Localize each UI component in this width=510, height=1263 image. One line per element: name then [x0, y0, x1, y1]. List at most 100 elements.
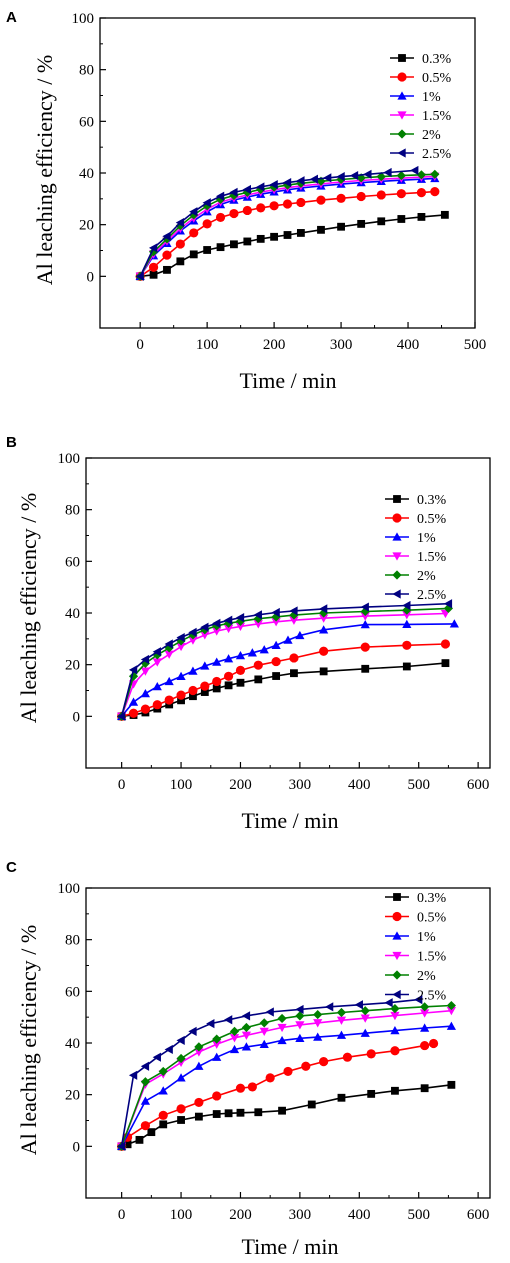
data-point [296, 229, 305, 237]
data-point [390, 1011, 400, 1021]
data-point [319, 1057, 329, 1067]
data-point [235, 622, 246, 632]
data-point [194, 1112, 203, 1121]
data-point [360, 612, 370, 621]
data-point [336, 172, 345, 182]
data-point [295, 1021, 305, 1030]
data-point [243, 237, 252, 246]
data-point [189, 250, 198, 259]
x-tick-label: 300 [289, 1207, 312, 1223]
data-point [200, 625, 210, 635]
data-point [148, 262, 159, 272]
data-point [241, 1022, 252, 1033]
data-point [309, 174, 318, 184]
data-point [289, 610, 299, 620]
data-point [316, 195, 326, 205]
data-point [212, 657, 222, 666]
data-point [189, 228, 199, 238]
data-point [278, 1106, 286, 1115]
y-tick-label: 0 [73, 1139, 81, 1155]
legend-label: 1.5% [417, 550, 447, 565]
data-point [235, 1083, 246, 1093]
x-tick-label: 0 [118, 1207, 126, 1223]
data-point [296, 178, 306, 188]
data-point [140, 667, 151, 676]
data-point [149, 270, 158, 279]
legend-entry: 0.5% [385, 512, 447, 527]
series-0-5pct [117, 1038, 439, 1151]
series-1pct [117, 1021, 456, 1151]
legend-entry: 2% [385, 569, 436, 584]
data-point [283, 1066, 293, 1077]
x-tick-label: 400 [348, 777, 371, 793]
data-point [319, 614, 329, 623]
legend-label: 0.5% [422, 71, 452, 86]
x-axis-title: Time / min [242, 808, 339, 833]
data-point [383, 167, 392, 178]
data-point [235, 665, 246, 675]
legend-marker [397, 148, 406, 158]
legend-entry: 2% [390, 128, 441, 143]
legend-label: 0.3% [417, 891, 447, 906]
y-tick-label: 100 [72, 11, 95, 27]
data-point [259, 1027, 269, 1036]
data-point [449, 619, 459, 628]
legend-entry: 2.5% [390, 147, 452, 162]
data-point [447, 1080, 456, 1089]
data-point [271, 640, 281, 649]
data-point [360, 1028, 370, 1037]
data-point [377, 217, 386, 226]
data-point [254, 1108, 263, 1117]
data-point [236, 678, 245, 687]
data-point [391, 1086, 399, 1095]
y-tick-label: 80 [79, 63, 94, 79]
data-point [194, 1048, 204, 1057]
data-point [224, 1109, 233, 1118]
data-point [420, 1023, 430, 1032]
series-0-3pct [117, 659, 450, 721]
data-point [229, 1034, 240, 1043]
data-point [360, 602, 369, 612]
data-point [194, 1042, 204, 1052]
data-point [212, 684, 221, 693]
x-tick-label: 500 [407, 777, 430, 793]
data-point [164, 676, 174, 686]
data-point [366, 1049, 376, 1059]
data-point [430, 169, 440, 179]
data-point [397, 215, 406, 223]
legend-marker [392, 532, 402, 541]
data-point [176, 690, 186, 700]
data-point [337, 1093, 346, 1102]
legend-entry: 0.3% [385, 493, 447, 508]
legend-marker [397, 111, 407, 120]
data-point [376, 190, 386, 200]
data-point [319, 646, 329, 656]
data-point [236, 1108, 245, 1117]
legend-marker [398, 54, 406, 62]
data-point [176, 1104, 186, 1114]
legend-entry: 2.5% [385, 588, 447, 603]
data-point [295, 1011, 305, 1021]
x-axis-title: Time / min [242, 1234, 339, 1259]
data-point [296, 176, 305, 186]
data-point [259, 1039, 269, 1048]
data-point [396, 170, 406, 181]
data-point [164, 695, 174, 705]
data-point [282, 177, 292, 188]
series-1-5pct [117, 1007, 456, 1151]
data-point [349, 170, 359, 181]
data-point [253, 620, 263, 629]
data-point [162, 231, 171, 241]
data-point [152, 1052, 161, 1062]
data-point [212, 676, 222, 687]
legend-entry: 1% [390, 90, 441, 105]
data-point [212, 627, 222, 636]
data-point [229, 1026, 240, 1036]
x-axis-title: Time / min [240, 368, 337, 393]
data-point [194, 1097, 204, 1108]
legend-label: 1.5% [422, 109, 452, 124]
data-point [446, 1000, 456, 1011]
data-point [176, 1035, 185, 1046]
data-point [152, 658, 162, 667]
data-point [414, 995, 423, 1005]
